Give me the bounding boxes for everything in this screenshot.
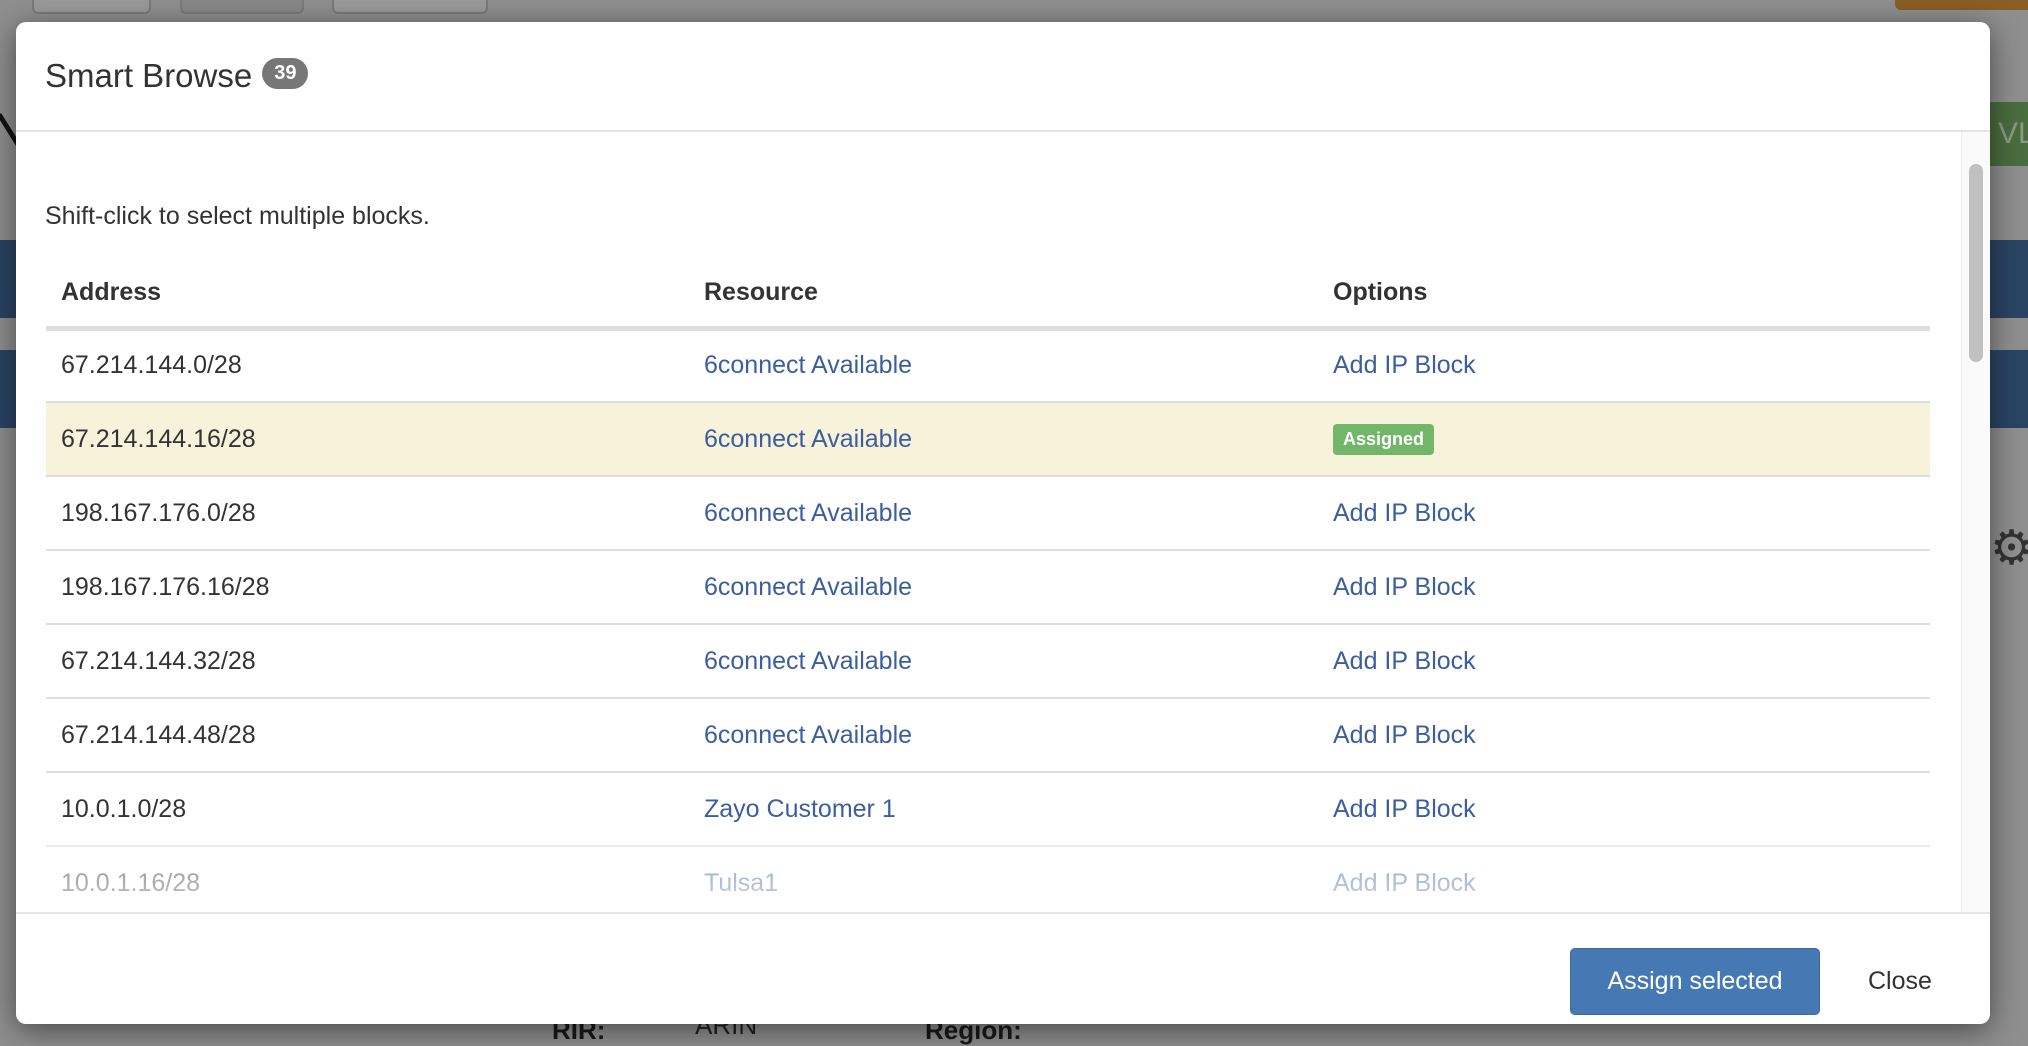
modal-header: Smart Browse 39 [16,22,1990,132]
table-row[interactable]: 67.214.144.16/28 6connect Available Assign… [46,402,1930,477]
assigned-badge: Assigned [1333,424,1435,455]
background-bar [0,350,16,428]
address-cell: 67.214.144.48/28 [46,698,689,773]
address-cell: 67.214.144.16/28 [46,402,689,477]
smart-browse-modal: Smart Browse 39 Shift-click to select mu… [16,22,1990,1024]
background-bar [0,240,16,318]
resource-cell: 6connect Available [689,402,1318,477]
options-cell: Add IP Block [1318,550,1930,625]
background-vlan-button: VL [1990,102,2028,166]
background-button [180,0,304,14]
table-row[interactable]: 67.214.144.32/28 6connect Available Add IP… [46,624,1930,699]
resource-link[interactable]: 6connect Available [704,424,913,453]
resource-link[interactable]: Zayo Customer 1 [704,794,896,823]
address-cell: 198.167.176.16/28 [46,550,689,625]
background-button [1895,0,2028,10]
resource-link[interactable]: 6connect Available [704,572,913,601]
gear-icon: ⚙ [1990,522,2028,575]
options-cell: Add IP Block [1318,772,1930,847]
address-cell: 67.214.144.0/28 [46,328,689,403]
hint-text: Shift-click to select multiple blocks. [45,202,430,230]
options-cell: Add IP Block [1318,476,1930,551]
table-row[interactable]: 67.214.144.48/28 6connect Available Add IP… [46,698,1930,773]
table-row[interactable]: 198.167.176.16/28 6connect Available Add I… [46,550,1930,625]
modal-footer: Assign selected Close [16,912,1990,1024]
close-button[interactable]: Close [1862,948,1938,1015]
resource-cell: 6connect Available [689,624,1318,699]
resource-cell: Zayo Customer 1 [689,772,1318,847]
scrollbar-thumb[interactable] [1969,164,1983,362]
modal-title: Smart Browse [45,57,253,94]
resource-link[interactable]: 6connect Available [704,720,913,749]
table-row[interactable]: 10.0.1.16/28 Tulsa1 Add IP Block [46,846,1930,912]
options-cell: Add IP Block [1318,846,1930,912]
address-cell: 10.0.1.16/28 [46,846,689,912]
resource-cell: 6connect Available [689,698,1318,773]
resource-cell: Tulsa1 [689,846,1318,912]
assign-selected-button[interactable]: Assign selected [1570,948,1820,1015]
options-cell: Add IP Block [1318,698,1930,773]
column-header-options: Options [1318,260,1930,331]
add-ip-block-link[interactable]: Add IP Block [1333,572,1476,601]
column-header-address: Address [46,260,689,331]
background-button [32,0,151,14]
add-ip-block-link[interactable]: Add IP Block [1333,868,1476,897]
scrollbar[interactable] [1961,132,1990,912]
resource-link[interactable]: 6connect Available [704,351,913,380]
options-cell: Add IP Block [1318,328,1930,403]
add-ip-block-link[interactable]: Add IP Block [1333,720,1476,749]
table-header: Address Resource Options [46,260,1930,331]
options-cell: Assigned [1318,402,1930,477]
background-bar [1990,350,2028,428]
address-cell: 198.167.176.0/28 [46,476,689,551]
count-badge: 39 [262,57,309,89]
resource-link[interactable]: 6connect Available [704,646,913,675]
column-header-resource: Resource [689,260,1318,331]
add-ip-block-link[interactable]: Add IP Block [1333,794,1476,823]
background-button [332,0,488,14]
blocks-table: Address Resource Options 67.214.144.0/28… [46,260,1930,912]
add-ip-block-link[interactable]: Add IP Block [1333,498,1476,527]
background-bar [1990,240,2028,318]
address-cell: 10.0.1.0/28 [46,772,689,847]
resource-link[interactable]: 6connect Available [704,498,913,527]
add-ip-block-link[interactable]: Add IP Block [1333,646,1476,675]
options-cell: Add IP Block [1318,624,1930,699]
address-cell: 67.214.144.32/28 [46,624,689,699]
table-row[interactable]: 67.214.144.0/28 6connect Available Add IP … [46,328,1930,403]
resource-cell: 6connect Available [689,328,1318,403]
add-ip-block-link[interactable]: Add IP Block [1333,351,1476,380]
modal-body[interactable]: Shift-click to select multiple blocks. A… [16,132,1990,912]
table-row[interactable]: 10.0.1.0/28 Zayo Customer 1 Add IP Block [46,772,1930,847]
resource-cell: 6connect Available [689,476,1318,551]
table-row[interactable]: 198.167.176.0/28 6connect Available Add IP… [46,476,1930,551]
resource-cell: 6connect Available [689,550,1318,625]
resource-link[interactable]: Tulsa1 [704,868,779,897]
